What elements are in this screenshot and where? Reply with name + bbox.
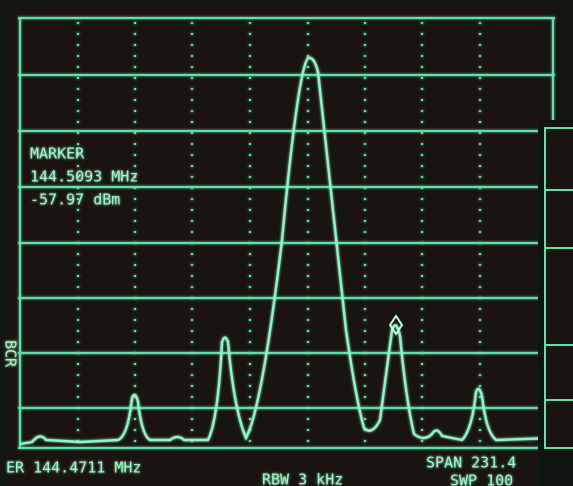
side-label: BCR: [2, 340, 20, 368]
marker-label: MARKER: [30, 145, 85, 163]
rbw: RBW 3 kHz: [262, 471, 343, 486]
span: SPAN 231.4: [426, 454, 516, 472]
screen-photo: MARKER 144.5093 MHz -57.97 dBm ER 144.47…: [0, 0, 573, 486]
center-frequency: ER 144.4711 MHz: [6, 459, 141, 477]
marker-level: -57.97 dBm: [30, 191, 120, 209]
marker-frequency: 144.5093 MHz: [30, 168, 138, 186]
sweep: SWP 100: [450, 472, 513, 486]
